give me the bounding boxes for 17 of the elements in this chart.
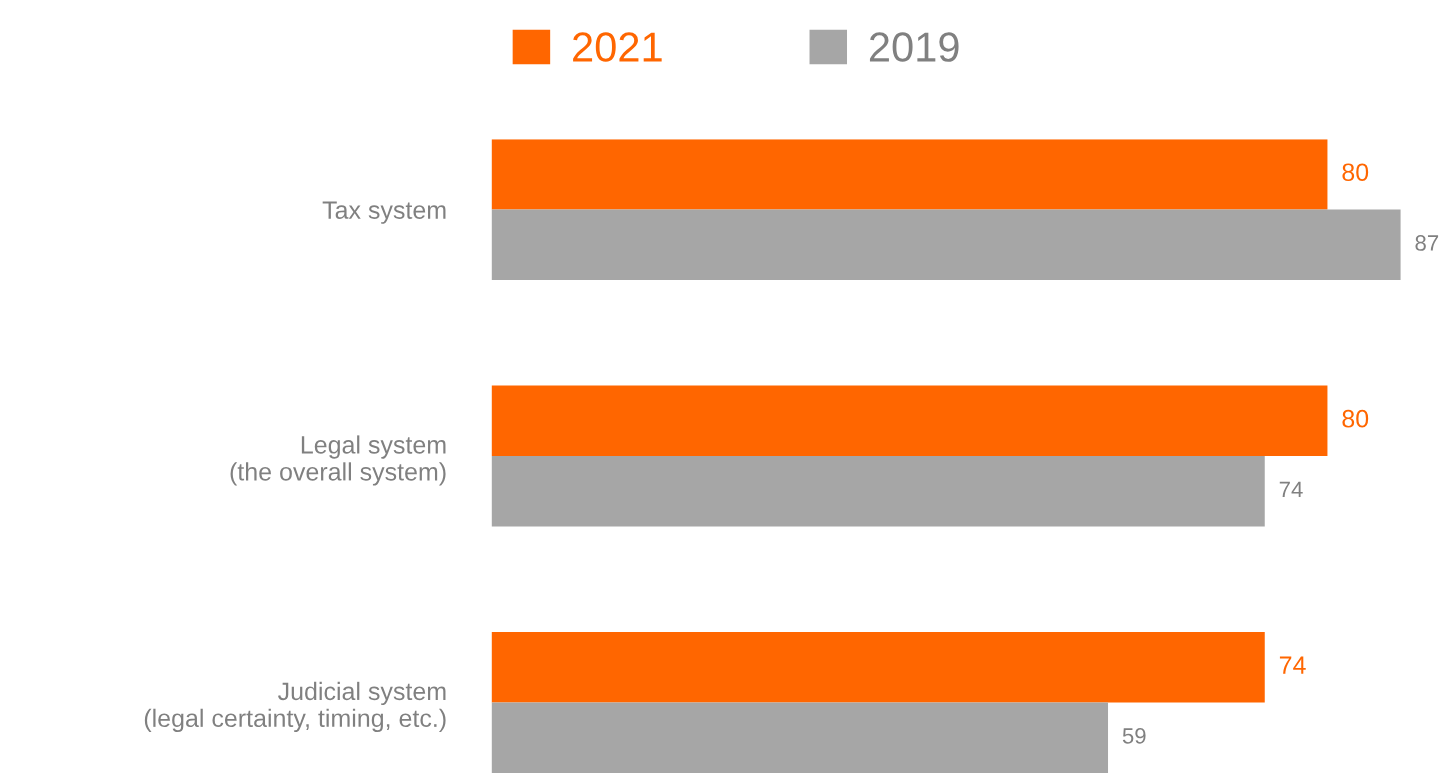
- y-tick-label: Legal system (the overall system): [230, 435, 446, 486]
- bar: [491, 209, 1401, 281]
- legend-label: 2021: [573, 32, 662, 62]
- data-label: 74: [1279, 481, 1303, 498]
- bar: [491, 139, 1328, 210]
- data-label: 59: [1122, 727, 1146, 744]
- bar: [491, 702, 1109, 773]
- data-label: 80: [1342, 163, 1369, 182]
- y-tick-label: Judicial system (legal certainty, timing, etc.): [144, 681, 446, 733]
- data-label: 80: [1342, 409, 1369, 428]
- bar: [491, 632, 1265, 703]
- legend-label: 2019: [869, 32, 959, 62]
- y-tick-label: Tax system: [322, 201, 446, 224]
- bar: [491, 385, 1328, 457]
- data-label: 74: [1279, 656, 1306, 674]
- bar: [491, 456, 1265, 527]
- data-label: 87: [1415, 235, 1439, 251]
